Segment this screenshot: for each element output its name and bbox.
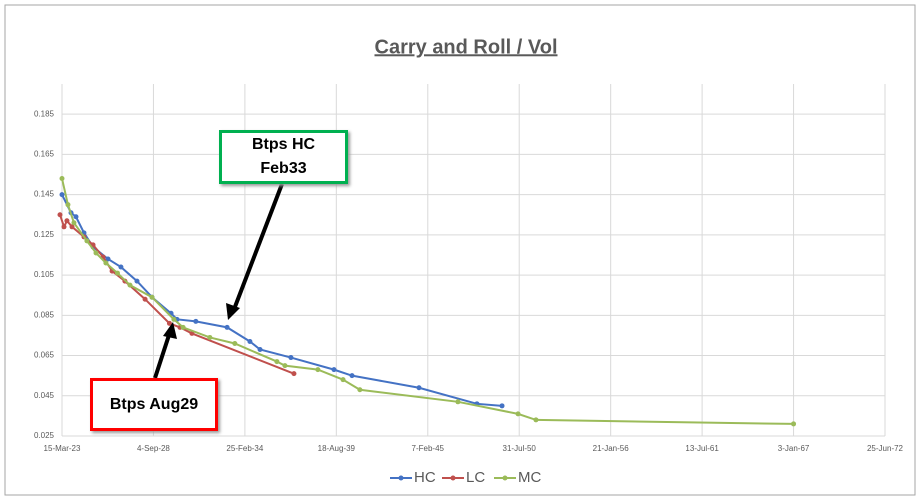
y-tick-label: 0.065 [34,351,55,360]
point [118,264,124,270]
series-line [61,178,794,425]
point [257,347,263,353]
point [73,214,79,220]
y-tick-label: 0.105 [34,270,55,279]
point [533,417,539,423]
y-tick-label: 0.045 [34,391,55,400]
x-tick-label: 4-Sep-28 [137,444,170,453]
point [515,411,521,417]
point [61,224,67,230]
point [65,202,71,208]
legend-label: MC [518,469,541,486]
point [247,338,253,344]
y-tick-label: 0.025 [34,431,55,440]
point [207,334,213,340]
y-tick-label: 0.165 [34,150,55,159]
point [274,359,280,365]
legend-label: HC [414,469,436,486]
point [288,355,294,361]
point [127,282,133,288]
point [315,367,321,373]
point [331,367,337,373]
point [59,192,65,198]
point [499,403,505,409]
x-tick-label: 7-Feb-45 [412,444,445,453]
point [103,260,109,266]
y-tick-label: 0.185 [34,109,55,118]
x-tick-label: 3-Jan-67 [778,444,810,453]
point [69,224,75,230]
x-tick-label: 13-Jul-61 [685,444,719,453]
point [93,250,99,256]
y-tick-label: 0.085 [34,310,55,319]
point [64,218,70,224]
point [340,377,346,383]
annotation: Btps HC Feb33 [219,130,348,184]
annotation: Btps Aug29 [90,378,218,431]
arrow-head [226,303,240,320]
x-tick-label: 18-Aug-39 [318,444,356,453]
point [232,340,238,346]
point [455,399,461,405]
arrow-head [163,322,177,339]
point [791,421,797,427]
legend-marker [502,475,508,481]
legend-marker [398,475,404,481]
x-tick-label: 31-Jul-50 [503,444,537,453]
arrow [231,183,284,313]
point [142,296,148,302]
point [349,373,355,379]
point [105,256,111,262]
legend-label: LC [466,469,485,486]
arrows [153,183,284,379]
point [166,320,172,326]
point [57,212,63,218]
point [84,238,90,244]
y-tick-label: 0.145 [34,190,55,199]
point [134,278,140,284]
legend-marker [450,475,456,481]
chart-title: Carry and Roll / Vol [375,36,558,58]
point [59,176,65,182]
point [71,220,77,226]
point [193,318,199,324]
point [416,385,422,391]
arrow [153,331,172,379]
x-tick-label: 21-Jan-56 [593,444,630,453]
y-tick-label: 0.125 [34,230,55,239]
x-tick-label: 25-Jun-72 [867,444,904,453]
point [171,316,177,322]
point [357,387,363,393]
x-tick-label: 25-Feb-34 [226,444,263,453]
x-tick-label: 15-Mar-23 [44,444,81,453]
point [282,363,288,369]
point [224,324,230,330]
point [180,324,186,330]
point [291,371,297,377]
point [149,294,155,300]
point [114,270,120,276]
